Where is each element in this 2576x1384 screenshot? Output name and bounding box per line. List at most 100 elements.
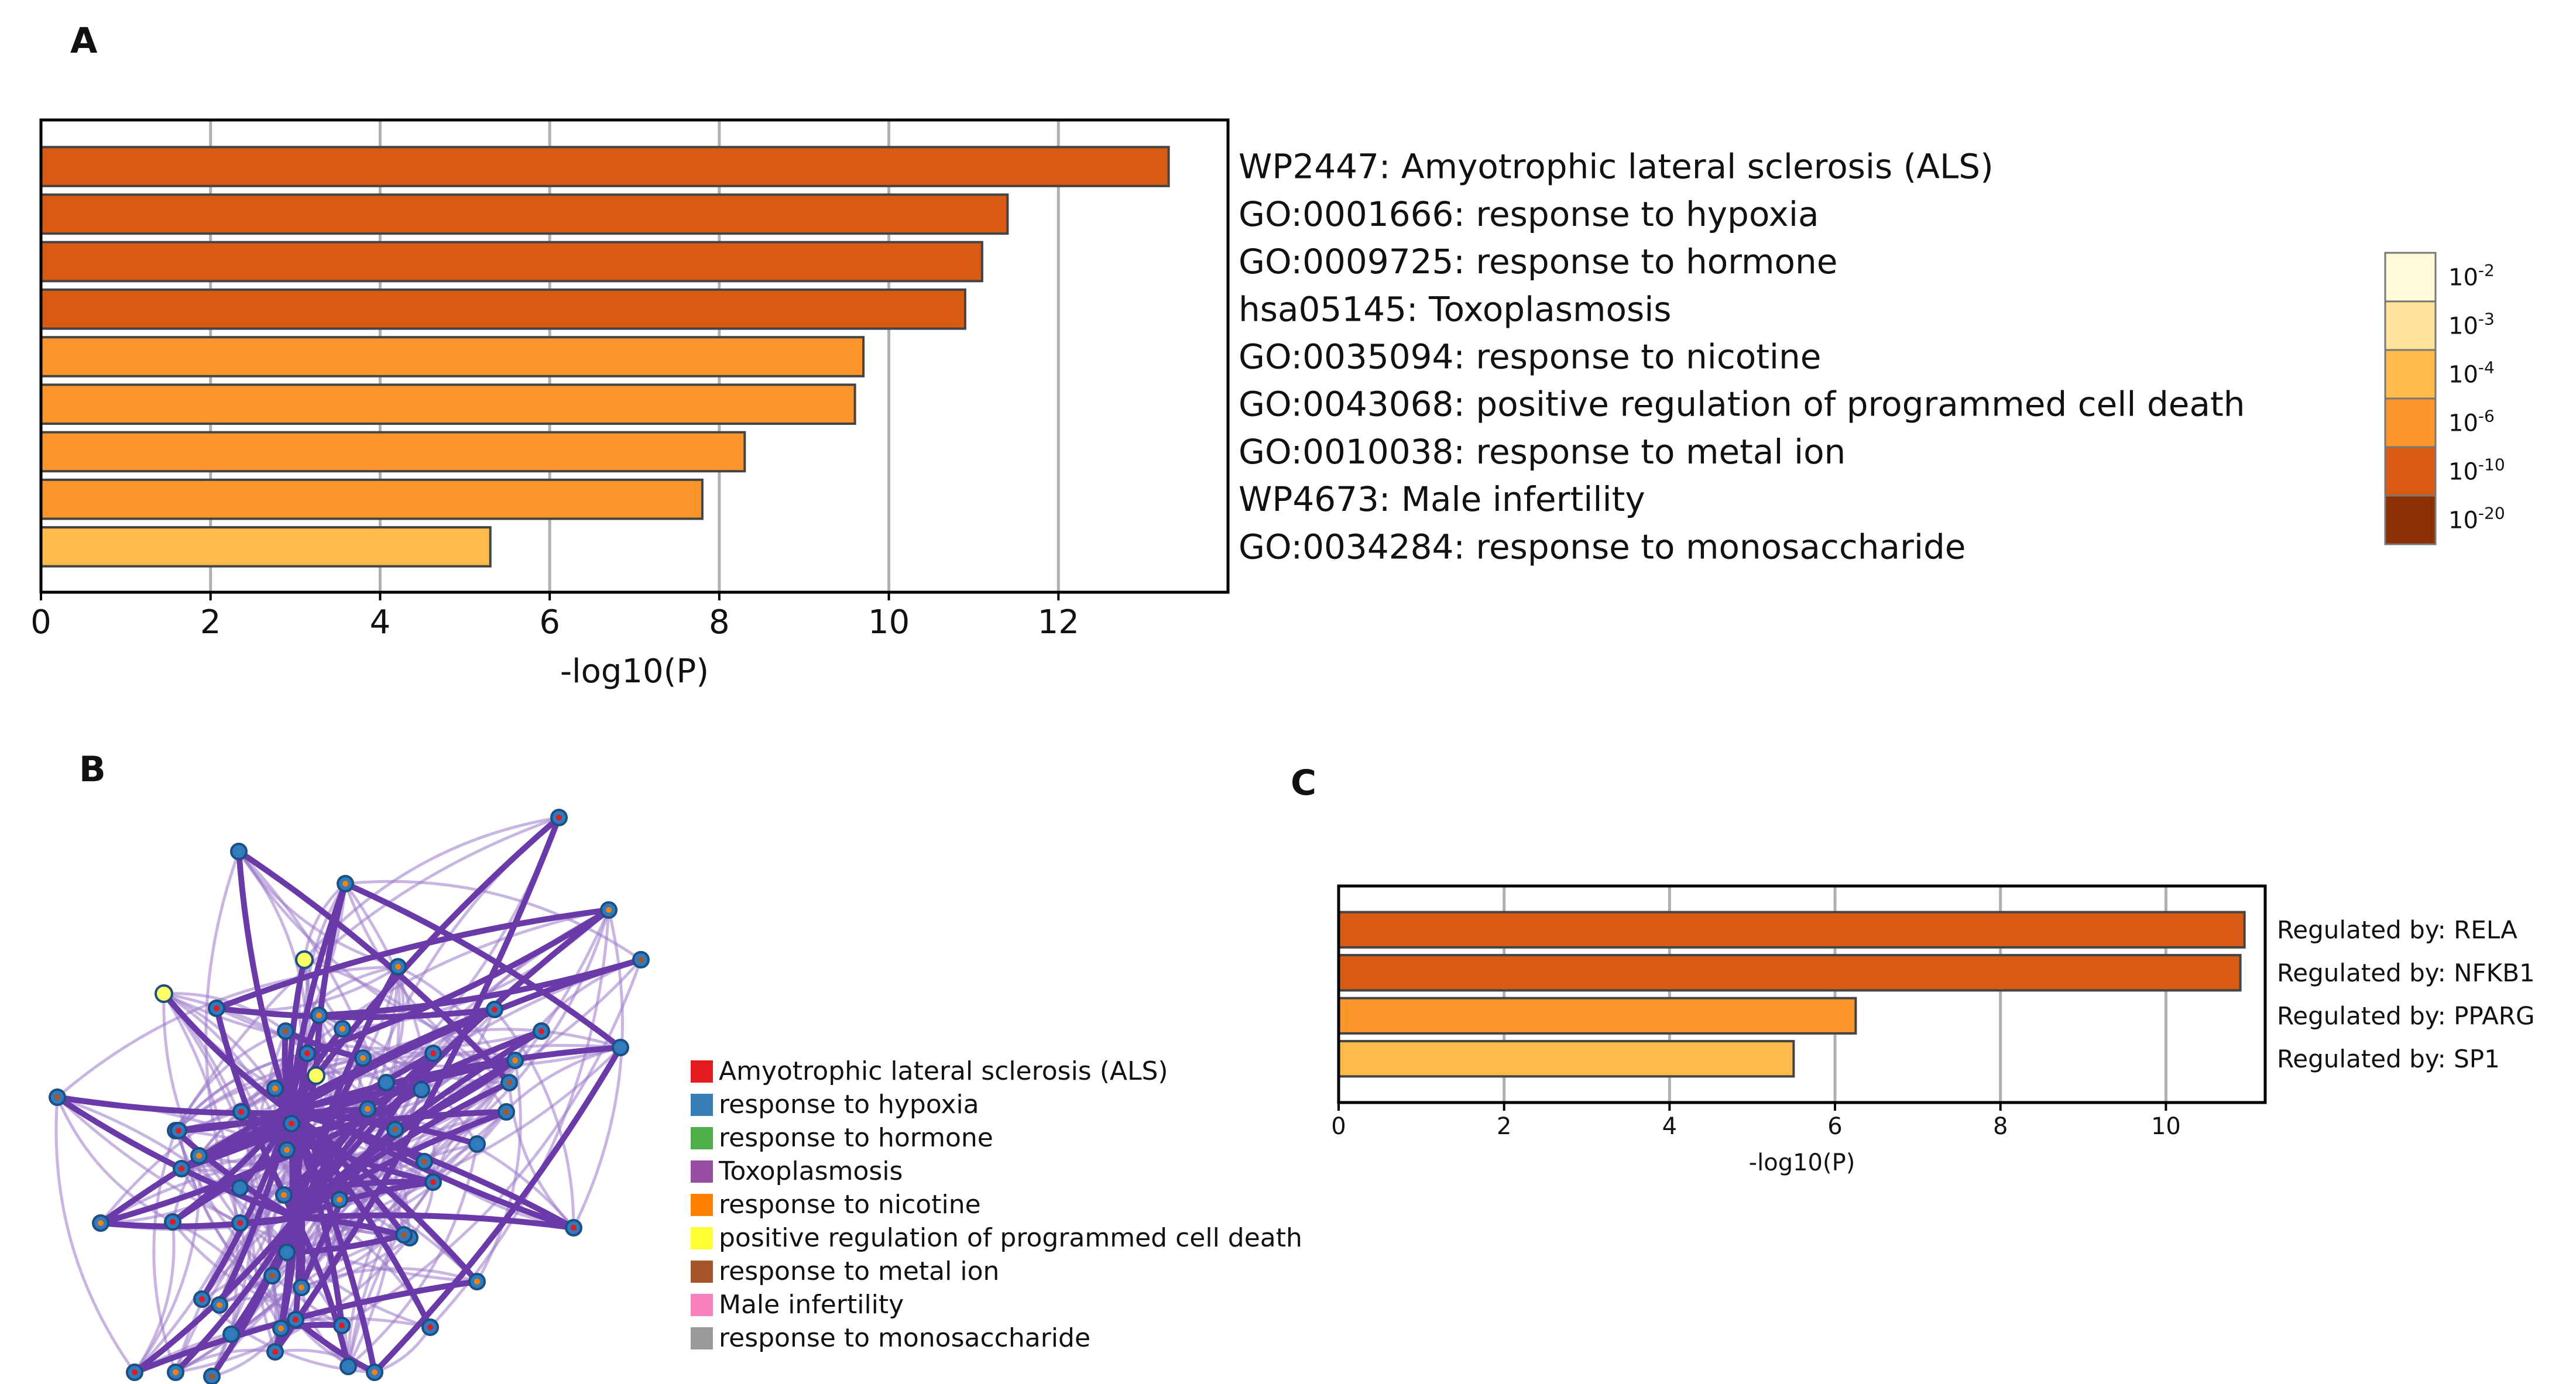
network-node-core	[392, 1127, 398, 1132]
network-node-core	[170, 1219, 176, 1225]
bar	[40, 146, 1170, 187]
category-label: GO:0043068: positive regulation of progr…	[1239, 384, 2245, 424]
network-edge	[209, 1216, 299, 1378]
x-tick-label: 10	[2151, 1113, 2181, 1140]
network-edges	[54, 815, 643, 1378]
network-node-core	[132, 1369, 138, 1375]
network-edge	[341, 959, 643, 1327]
network-edge	[216, 1005, 495, 1021]
network-node-core	[217, 1302, 222, 1308]
network-node-core	[556, 815, 562, 820]
colorscale-swatch	[2384, 446, 2437, 497]
chart-a: WP2447: Amyotrophic lateral sclerosis (A…	[30, 118, 2245, 691]
network-legend-label: Amyotrophic lateral sclerosis (ALS)	[719, 1056, 1168, 1086]
network-node-core	[365, 1106, 371, 1112]
network-nodes	[49, 809, 650, 1384]
network-edge	[293, 1215, 351, 1368]
panel-label-c: C	[1291, 763, 1316, 803]
bar	[1337, 1040, 1795, 1078]
x-tick-label: 4	[1662, 1113, 1677, 1140]
network-edge	[272, 816, 562, 1354]
network-legend-swatch	[691, 1160, 713, 1183]
network-legend-swatch	[691, 1094, 713, 1116]
colorscale-label: 10-6	[2448, 407, 2495, 437]
network-node	[295, 950, 314, 969]
network-edge	[287, 1110, 378, 1373]
network-node-core	[638, 957, 644, 963]
network-node-core	[278, 1325, 284, 1331]
network-node-core	[299, 1285, 304, 1290]
network-node-core	[538, 1028, 544, 1034]
network-node-core	[214, 1005, 219, 1011]
network-edge	[493, 1008, 575, 1228]
network-node-core	[283, 1028, 289, 1034]
bar	[40, 288, 966, 330]
network-graph	[49, 809, 650, 1384]
category-label: hsa05145: Toxoplasmosis	[1239, 289, 1672, 329]
network-edge	[217, 1111, 293, 1307]
category-label: Regulated by: SP1	[2277, 1045, 2500, 1073]
network-node-core	[421, 1159, 427, 1165]
network-legend-swatch	[691, 1294, 713, 1316]
network-node-core	[606, 907, 612, 913]
panel-label-b: B	[79, 749, 106, 790]
bar	[40, 383, 856, 425]
network-node-core	[339, 1323, 345, 1328]
colorscale-label: 10-4	[2448, 358, 2495, 389]
network-legend-swatch	[691, 1327, 713, 1349]
network-legend: Amyotrophic lateral sclerosis (ALS) respo…	[691, 1056, 1302, 1353]
category-label: GO:0001666: response to hypoxia	[1239, 194, 1819, 234]
network-edge	[291, 1053, 310, 1218]
network-edge	[572, 909, 624, 1229]
x-tick-label: 2	[200, 603, 221, 641]
network-node-core	[419, 1087, 424, 1093]
network-edge	[198, 1109, 291, 1159]
network-node-core	[345, 1364, 351, 1369]
network-node-core	[430, 1050, 436, 1056]
network-legend-swatch	[691, 1261, 713, 1283]
network-node-core	[512, 1057, 518, 1063]
network-edge	[344, 882, 436, 1183]
network-node-core	[360, 1055, 366, 1061]
plot-frame	[1337, 884, 2267, 1104]
network-node-core	[179, 1166, 184, 1172]
x-tick-label: 6	[539, 603, 560, 641]
chart-c: Regulated by: RELA Regulated by: NFKB1 Reg…	[1331, 884, 2535, 1176]
network-edge	[287, 1014, 322, 1112]
colorscale-swatch	[2384, 349, 2437, 400]
network-legend-label: Male infertility	[719, 1290, 904, 1320]
network-legend-label: response to hypoxia	[719, 1090, 979, 1119]
network-edge	[174, 1348, 276, 1374]
category-label: WP4673: Male infertility	[1239, 479, 1645, 519]
category-label: Regulated by: NFKB1	[2277, 959, 2535, 987]
category-label: GO:0010038: response to metal ion	[1239, 432, 1846, 472]
network-node-core	[237, 1220, 243, 1226]
network-legend-swatch	[691, 1060, 713, 1083]
network-legend-swatch	[691, 1127, 713, 1149]
network-node-core	[281, 1192, 287, 1198]
network-edge	[347, 1143, 479, 1368]
network-edge	[198, 1155, 283, 1329]
network-legend-swatch	[691, 1194, 713, 1216]
network-node-core	[474, 1279, 480, 1285]
network-edge	[180, 1050, 435, 1172]
network-node-core	[98, 1220, 104, 1226]
colorscale-swatch	[2384, 397, 2437, 448]
network-node-core	[284, 1147, 290, 1153]
bar	[1337, 997, 1857, 1035]
network-node-core	[474, 1141, 480, 1147]
x-tick-label: 4	[370, 603, 391, 641]
network-node-core	[228, 1331, 234, 1337]
network-node-core	[372, 1369, 378, 1375]
network-node-core	[289, 1121, 294, 1127]
network-node-core	[196, 1153, 202, 1159]
bar	[40, 431, 746, 473]
network-node-core	[401, 1232, 407, 1238]
network-node-core	[618, 1045, 623, 1050]
x-axis-label: -log10(P)	[560, 652, 709, 691]
bar	[1337, 911, 2246, 949]
network-edge	[237, 849, 512, 1085]
network-edge	[293, 1317, 376, 1375]
network-node-core	[430, 1179, 436, 1185]
plot-frame	[39, 118, 1230, 594]
